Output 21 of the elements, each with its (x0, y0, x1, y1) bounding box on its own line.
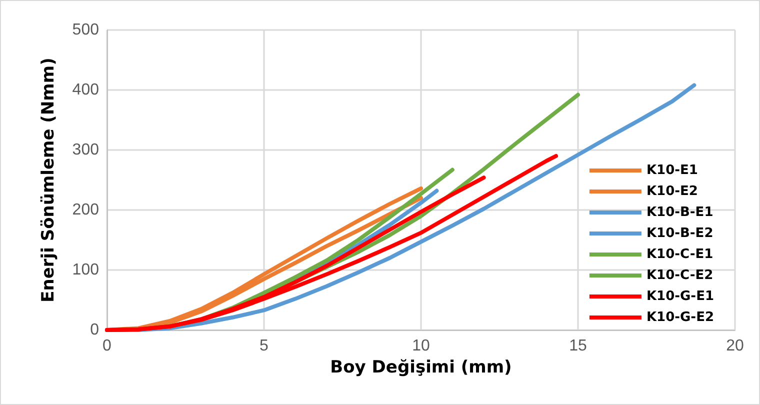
x-tick-label: 20 (726, 338, 744, 354)
y-tick-label: 300 (72, 142, 100, 158)
y-tick-label: 100 (72, 262, 100, 278)
legend-label: K10-C-E2 (646, 268, 714, 283)
y-axis-title: Enerji Sönümleme (Nmm) (38, 58, 58, 302)
y-tick-label: 400 (72, 82, 100, 98)
x-axis-title: Boy Değişimi (mm) (330, 357, 512, 378)
y-tick-label: 200 (72, 202, 100, 218)
y-tick-label: 0 (90, 322, 100, 338)
legend-label: K10-C-E1 (646, 247, 714, 262)
legend-label: K10-B-E2 (646, 226, 714, 241)
legend-label: K10-B-E1 (646, 205, 714, 220)
legend-label: K10-E1 (646, 163, 698, 178)
y-tick-label: 500 (72, 22, 100, 38)
x-tick-label: 15 (569, 338, 587, 354)
legend-label: K10-G-E1 (646, 289, 714, 304)
legend-label: K10-E2 (646, 184, 698, 199)
x-tick-label: 5 (260, 338, 269, 354)
legend-label: K10-G-E2 (646, 310, 714, 325)
x-tick-label: 10 (412, 338, 430, 354)
x-tick-label: 0 (102, 338, 112, 354)
